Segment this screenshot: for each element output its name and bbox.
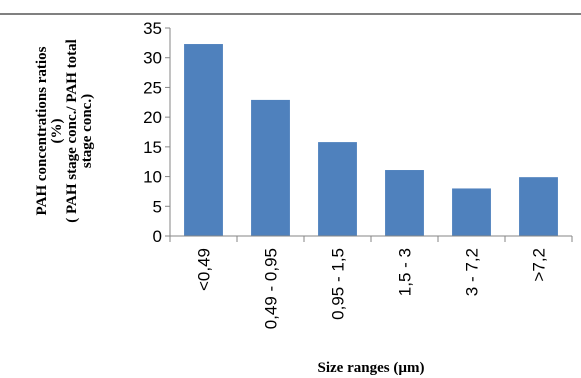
y-tick-label: 5: [153, 197, 162, 216]
y-axis-title-line: stage conc.): [79, 94, 95, 168]
y-axis-title-line: PAH concentrations ratios: [34, 46, 50, 215]
y-axis-title: PAH concentrations ratios (%)( PAH stage …: [34, 39, 95, 223]
bar: [519, 177, 558, 236]
x-tick-label: 3 - 7,2: [463, 248, 482, 296]
y-axis-title-line: ( PAH stage conc./ PAH total: [64, 39, 80, 223]
y-tick-label: 0: [153, 227, 162, 246]
x-tick-label: 1,5 - 3: [396, 248, 415, 296]
y-tick-label: 25: [143, 78, 162, 97]
x-tick-label: 0,95 - 1,5: [329, 248, 348, 320]
x-tick-label: >7,2: [530, 248, 549, 282]
bar: [251, 99, 290, 236]
x-tick-label: 0,49 - 0,95: [262, 248, 281, 329]
x-tick-label: <0,49: [195, 248, 214, 291]
plot-area: 0 5 10 15 20 25 30 35 <0,49 0,49 - 0,95 0,95 - 1,5…: [143, 19, 573, 329]
y-tick-label: 30: [143, 49, 162, 68]
bar: [184, 44, 223, 236]
y-tick-label: 20: [143, 108, 162, 127]
bar: [318, 142, 357, 236]
y-tick-label: 10: [143, 168, 162, 187]
x-axis-title: Size ranges (µm): [318, 360, 425, 376]
y-tick-label: 15: [143, 138, 162, 157]
bar: [385, 170, 424, 236]
y-axis-title-line: (%): [49, 119, 65, 144]
y-tick-label: 35: [143, 19, 162, 38]
bar: [452, 188, 491, 236]
